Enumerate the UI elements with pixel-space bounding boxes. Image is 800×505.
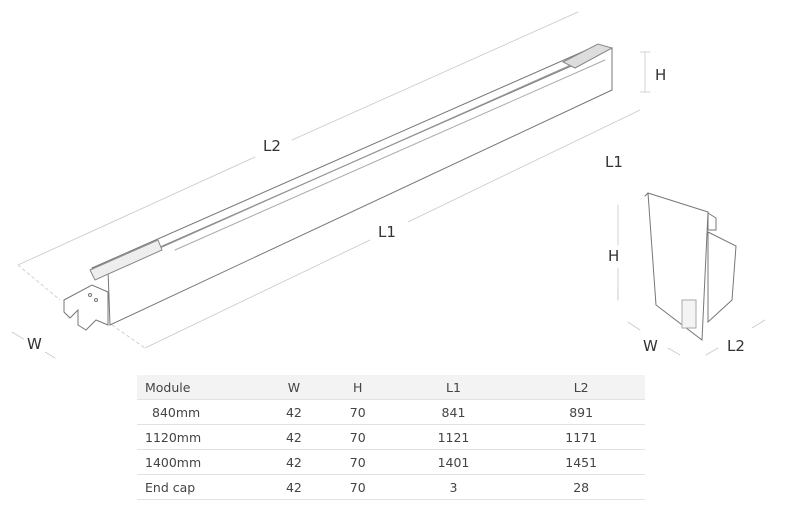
column-header: Module: [137, 375, 262, 400]
column-header: L1: [389, 375, 518, 400]
column-header: W: [262, 375, 326, 400]
table-cell: 891: [517, 399, 645, 425]
table-cell: 840mm: [137, 399, 262, 425]
table-cell: 42: [262, 424, 326, 450]
table-cell: 28: [517, 474, 645, 500]
endcap-dimension-w: W: [640, 337, 661, 355]
table-cell: 841: [389, 399, 518, 425]
table-cell: 3: [389, 474, 518, 500]
table-cell: 1400mm: [137, 449, 262, 475]
table-cell: 1451: [517, 449, 645, 475]
table-row: 840mm 42 70 841 891: [137, 399, 645, 425]
table-cell: 1401: [389, 449, 518, 475]
endcap-dimension-h: H: [605, 247, 623, 265]
end-cap-drawing: [644, 192, 737, 341]
product-drawing: [11, 11, 766, 359]
linear-module-drawing: [63, 43, 614, 331]
bar-dimension-w: W: [24, 335, 45, 353]
table-cell: 42: [262, 474, 326, 500]
table-cell: 70: [325, 424, 390, 450]
table-cell: 70: [325, 399, 390, 425]
table-cell: End cap: [137, 474, 262, 500]
dimensions-table: Module W H L1 L2 840mm 42 70 841 891 112…: [137, 375, 645, 500]
table-cell: 1121: [389, 424, 518, 450]
column-header: L2: [517, 375, 645, 400]
table-cell: 70: [325, 449, 390, 475]
table-cell: 1171: [517, 424, 645, 450]
table-header-row: Module W H L1 L2: [137, 375, 645, 400]
table-cell: 70: [325, 474, 390, 500]
table-cell: 1120mm: [137, 424, 262, 450]
column-header: H: [325, 375, 390, 400]
table-cell: 42: [262, 399, 326, 425]
bar-dimension-h: H: [652, 66, 670, 84]
endcap-dimension-l2: L2: [724, 337, 748, 355]
table-row: 1120mm 42 70 1121 1171: [137, 424, 645, 450]
endcap-dimension-l1: L1: [602, 153, 626, 171]
table-cell: 42: [262, 449, 326, 475]
dimension-lines: [11, 11, 766, 359]
bar-dimension-l2: L2: [260, 137, 284, 155]
table-row: End cap 42 70 3 28: [137, 474, 645, 500]
bar-dimension-l1: L1: [375, 223, 399, 241]
table-row: 1400mm 42 70 1401 1451: [137, 449, 645, 475]
